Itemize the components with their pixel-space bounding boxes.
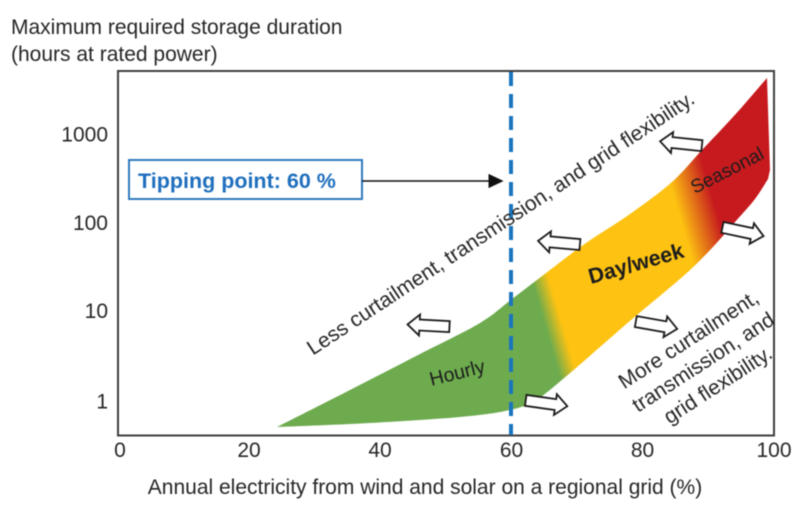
svg-text:40: 40 bbox=[368, 439, 391, 462]
svg-text:1000: 1000 bbox=[61, 124, 108, 147]
svg-text:Annual electricity from wind a: Annual electricity from wind and solar o… bbox=[148, 476, 702, 499]
svg-text:(hours at rated power): (hours at rated power) bbox=[11, 43, 218, 66]
svg-text:0: 0 bbox=[114, 439, 126, 462]
svg-text:Maximum required storage durat: Maximum required storage duration bbox=[11, 16, 343, 39]
svg-text:80: 80 bbox=[631, 439, 654, 462]
svg-text:10: 10 bbox=[85, 300, 108, 323]
svg-text:20: 20 bbox=[237, 439, 260, 462]
svg-text:1: 1 bbox=[96, 391, 108, 414]
svg-text:100: 100 bbox=[73, 212, 108, 235]
svg-text:60: 60 bbox=[500, 439, 523, 462]
svg-text:Tipping point: 60 %: Tipping point: 60 % bbox=[138, 169, 336, 193]
svg-text:100: 100 bbox=[756, 439, 791, 462]
